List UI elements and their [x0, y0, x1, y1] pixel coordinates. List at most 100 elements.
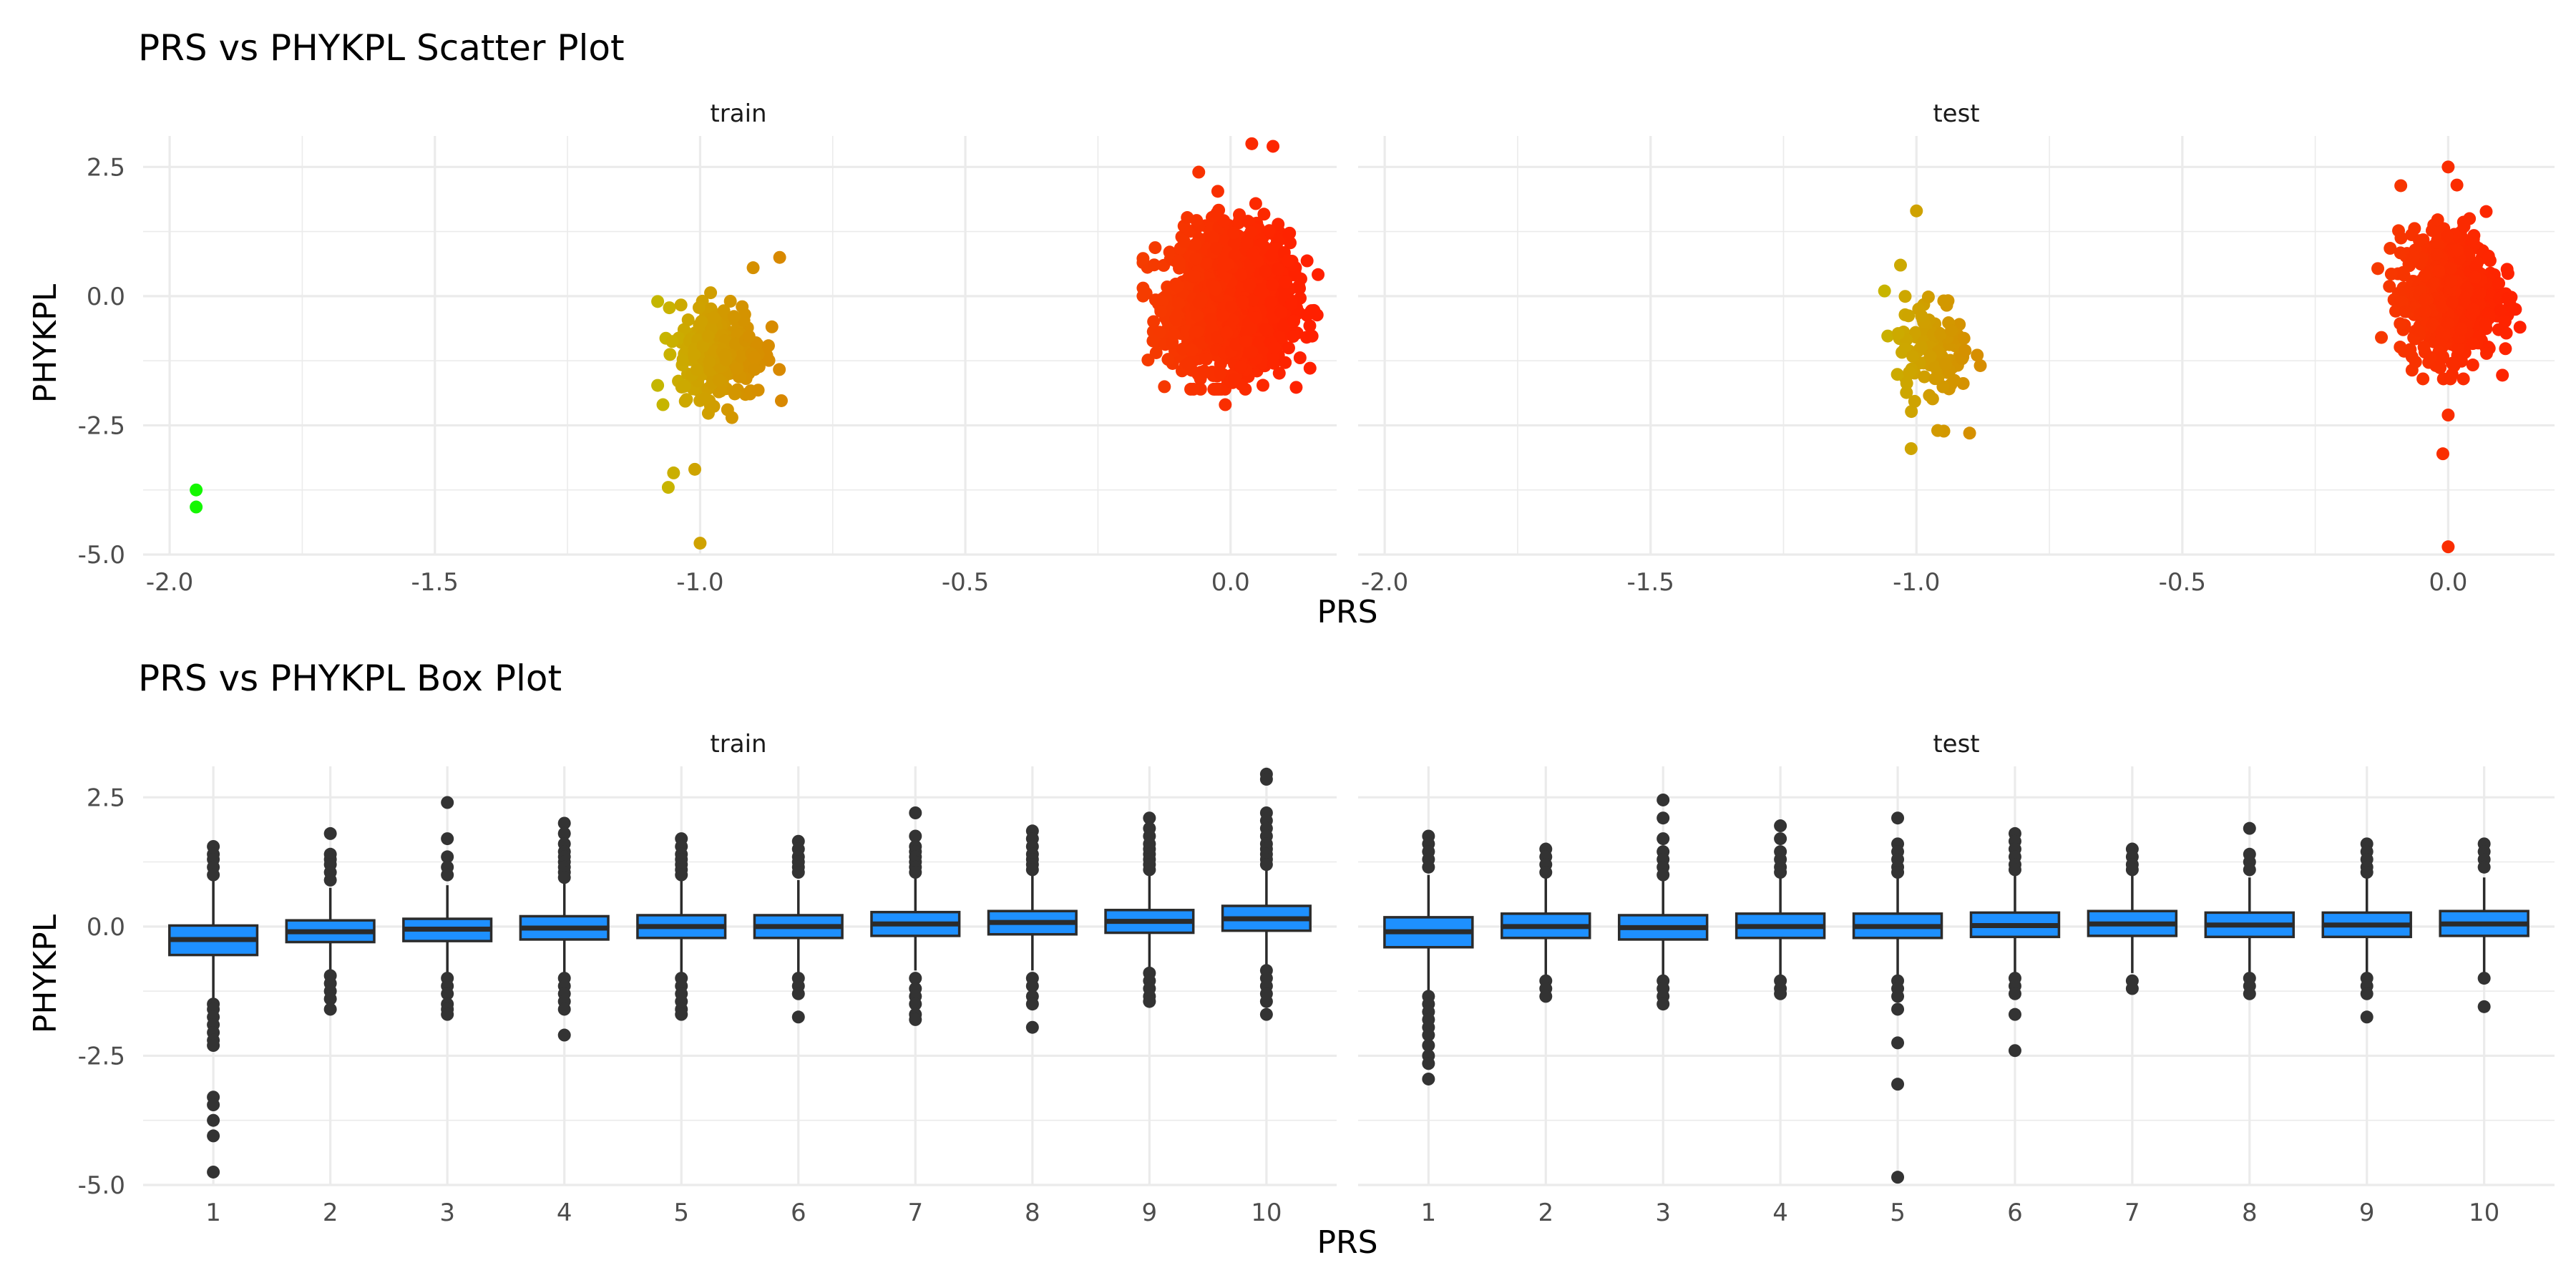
x-tick-label: -2.0 [1361, 568, 1408, 597]
outlier-point [1422, 1057, 1435, 1070]
box-10 [2439, 837, 2529, 1013]
outlier-point [1143, 995, 1156, 1008]
data-point [695, 315, 708, 328]
data-point [1904, 441, 1918, 455]
x-tick-label: 8 [1025, 1199, 1040, 1227]
box-8 [987, 824, 1078, 1034]
data-point [2399, 305, 2412, 318]
outlier-point [1774, 866, 1787, 879]
outlier-point [207, 1129, 220, 1143]
data-point [2432, 264, 2446, 278]
outlier-point [2477, 860, 2491, 874]
data-point [1259, 323, 1272, 336]
data-point [1257, 208, 1271, 221]
data-point [2457, 372, 2470, 386]
outlier-point [441, 987, 454, 1000]
box-y-axis-title: PHYKPL [27, 914, 64, 1033]
data-point [742, 329, 756, 343]
data-point [1181, 211, 1194, 225]
data-point [1893, 258, 1907, 272]
data-point [667, 466, 680, 479]
data-point [651, 379, 665, 392]
x-tick-label: 8 [2242, 1199, 2258, 1227]
data-point [2436, 447, 2449, 461]
x-tick-label: 7 [2124, 1199, 2140, 1227]
data-point [1971, 348, 1984, 362]
data-point [1169, 313, 1183, 326]
outlier-point [207, 1098, 220, 1112]
data-point [1915, 340, 1928, 353]
box-1 [1383, 829, 1474, 1085]
data-point [773, 250, 786, 264]
data-point [1910, 204, 1923, 218]
data-point [1186, 382, 1200, 396]
data-point [1266, 278, 1279, 291]
outlier-point [441, 850, 454, 864]
data-point [2394, 341, 2407, 354]
data-point [2394, 231, 2408, 245]
y-tick-label: -5.0 [78, 1171, 125, 1200]
data-point [2441, 160, 2455, 174]
data-point [1878, 284, 1891, 298]
box-panel-train: 1 2 3 4 5 6 7 8 9 10 2.5 0.0 -2.5 -5.0 [78, 766, 1337, 1227]
data-point [190, 500, 203, 514]
x-tick-label: -1.5 [411, 568, 459, 597]
outlier-point [909, 1013, 922, 1026]
data-point [2500, 263, 2514, 276]
data-point [1199, 352, 1213, 366]
data-point [1191, 309, 1204, 323]
outlier-point [1025, 979, 1039, 992]
data-point [1241, 238, 1254, 251]
x-tick-label: 4 [1772, 1199, 1788, 1227]
x-tick-label: 3 [1655, 1199, 1671, 1227]
data-point [1272, 366, 1286, 380]
data-point [2482, 249, 2495, 263]
data-point [704, 286, 718, 300]
data-point [1293, 351, 1307, 365]
data-point [1200, 257, 1214, 270]
box-9 [1104, 811, 1195, 1008]
outlier-point [1891, 1002, 1905, 1016]
data-point [2468, 270, 2482, 284]
outlier-point [2008, 987, 2021, 1000]
data-point [748, 363, 761, 376]
outlier-point [1774, 987, 1787, 1000]
data-point [1934, 328, 1948, 341]
data-point [688, 462, 701, 476]
data-point [2418, 269, 2431, 283]
data-point [661, 481, 675, 494]
data-point [2466, 358, 2479, 372]
data-point [1219, 398, 1232, 411]
box-3 [1617, 793, 1709, 1011]
data-point [2450, 178, 2464, 192]
data-point [2451, 341, 2465, 355]
data-point [1206, 230, 1220, 244]
data-point [1189, 238, 1202, 251]
outlier-point [1422, 1072, 1435, 1085]
outlier-point [1891, 1171, 1905, 1184]
outlier-point [1422, 1039, 1435, 1052]
scatter-x-axis-title: PRS [1317, 594, 1377, 630]
data-point [693, 537, 707, 550]
outlier-point [1539, 866, 1553, 879]
data-point [703, 355, 716, 369]
data-point [2467, 303, 2480, 316]
data-point [1154, 305, 1168, 318]
data-point [1214, 366, 1227, 380]
scatter-plot-title: PRS vs PHYKPL Scatter Plot [138, 27, 625, 69]
data-point [1176, 342, 1189, 356]
data-point [663, 301, 676, 315]
data-point [1233, 208, 1246, 222]
y-tick-label: 0.0 [87, 283, 125, 311]
data-point [1905, 405, 1918, 419]
data-point [1172, 255, 1186, 268]
data-point [1300, 308, 1314, 322]
data-point [1890, 368, 1904, 381]
data-point [1136, 289, 1150, 303]
data-point [2404, 343, 2417, 356]
data-point [2466, 337, 2479, 351]
outlier-point [2008, 1008, 2021, 1021]
data-point [1908, 394, 1921, 408]
data-point [1147, 258, 1161, 272]
